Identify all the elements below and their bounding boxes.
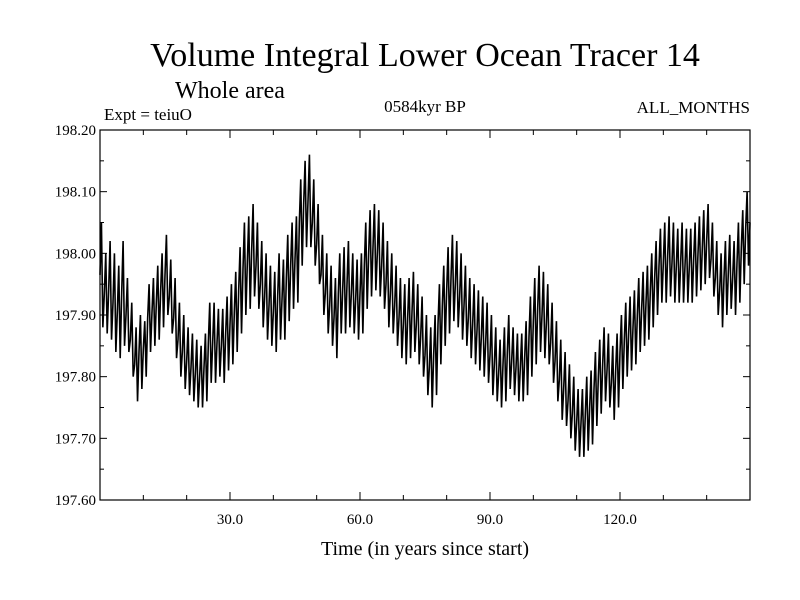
chart-title: Volume Integral Lower Ocean Tracer 14 [150,37,700,74]
y-tick-label: 197.80 [55,370,96,386]
y-axis-ticks: 197.60 197.70 197.80 197.90 198.00 198.10 198.… [55,123,750,509]
y-tick-label: 197.60 [55,493,96,509]
x-tick-label: 60.0 [347,512,373,528]
y-tick-label: 197.90 [55,308,96,324]
y-tick-label: 198.10 [55,185,96,201]
expt-label: Expt = teiuO [104,105,192,124]
series-line [99,154,751,457]
y-tick-label: 198.00 [55,246,96,262]
y-tick-label: 197.70 [55,431,96,447]
x-tick-label: 90.0 [477,512,503,528]
x-axis-label: Time (in years since start) [321,538,529,560]
period-label: 0584kyr BP [384,97,466,116]
chart-subtitle: Whole area [175,78,285,104]
x-tick-label: 120.0 [603,512,637,528]
x-axis-ticks: 30.0 60.0 90.0 120.0 [142,130,708,528]
x-tick-label: 30.0 [217,512,243,528]
months-label: ALL_MONTHS [637,98,750,117]
series-group [99,154,751,457]
y-tick-label: 198.20 [55,123,96,139]
